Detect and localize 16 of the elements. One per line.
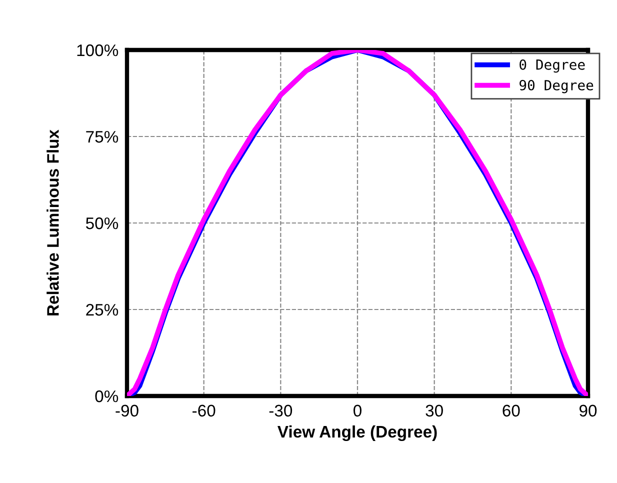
x-tick-label: -90 [116,404,138,417]
x-tick-label: 60 [502,404,520,417]
x-tick-label: -60 [192,404,216,417]
x-tick-label: 30 [426,404,443,417]
y-tick-label: 100% [77,44,118,56]
y-tick-label: 50% [86,217,118,230]
legend-label: 90 Degree [520,80,594,94]
x-tick-label: -30 [269,404,292,417]
y-tick-label: 25% [86,304,118,316]
x-tick-label: 0 [354,404,362,417]
x-tick-label: 90 [580,404,597,417]
legend-label: 0 Degree [520,59,585,73]
y-axis-title: Relative Luminous Flux [46,130,59,316]
y-tick-label: 75% [86,130,118,143]
x-axis-title: View Angle (Degree) [278,425,437,442]
y-tick-label: 0% [95,390,118,402]
